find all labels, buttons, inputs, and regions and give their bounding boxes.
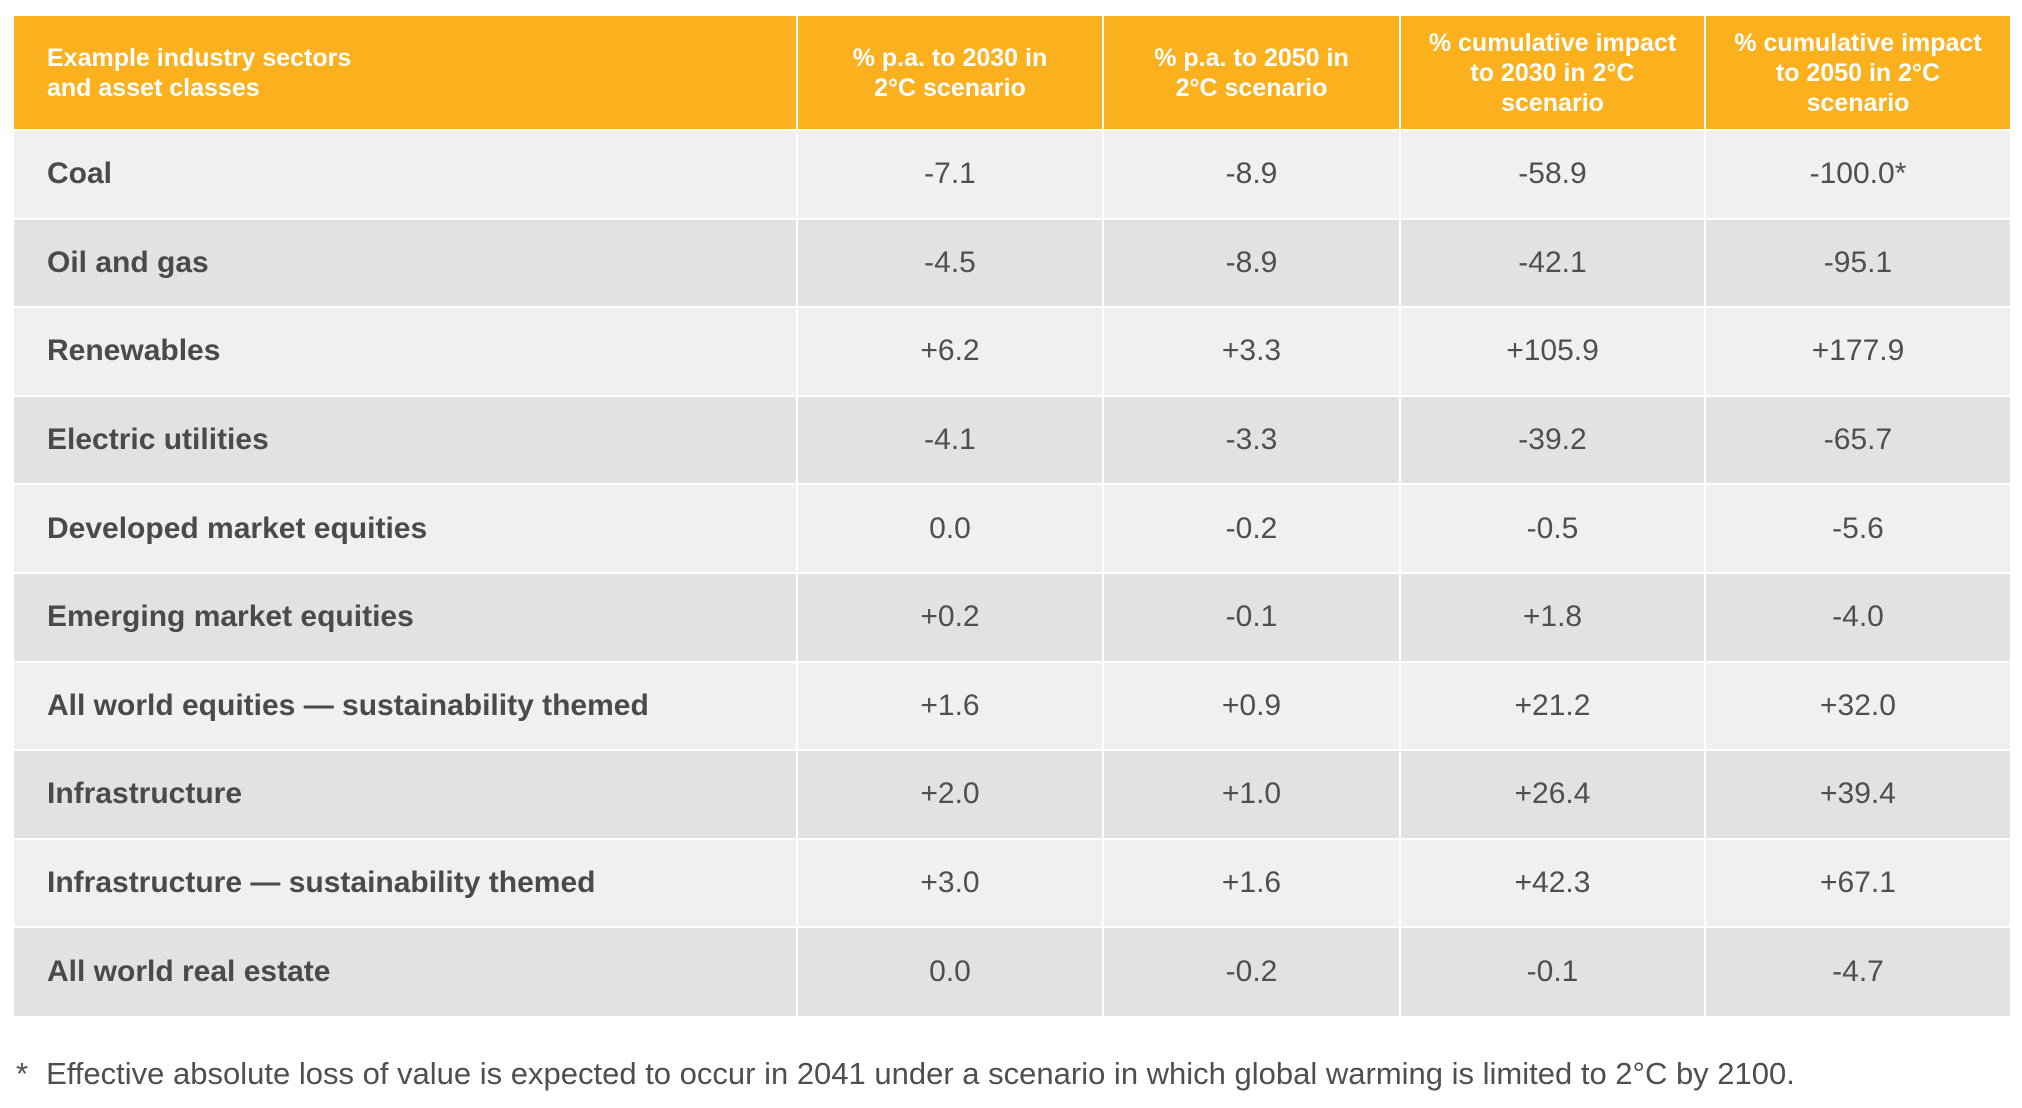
header-cumulative-2050: % cumulative impact to 2050 in 2°C scenari…: [1705, 16, 2010, 130]
header-pa-2050: % p.a. to 2050 in 2°C scenario: [1103, 16, 1401, 130]
sector-name: All world equities — sustainability them…: [14, 660, 798, 751]
header-text-line: to 2050 in 2°C: [1775, 58, 1941, 87]
header-text-line: to 2030 in 2°C: [1470, 58, 1635, 87]
header-row: Example industry sectors and asset classe…: [14, 16, 2010, 130]
header-text-line: and asset classes: [47, 73, 260, 102]
cumulative-2030-value: +1.8: [1400, 571, 1706, 662]
sector-name: Coal: [14, 129, 798, 219]
cumulative-2050-value: -95.1: [1705, 217, 2010, 308]
pa-2050-value: +3.3: [1103, 306, 1401, 396]
pa-2030-value: +6.2: [797, 306, 1104, 396]
header-text-line: scenario: [1501, 88, 1604, 117]
table-row: Coal -7.1 -8.9 -58.9 -100.0*: [14, 129, 2010, 219]
sector-name: Oil and gas: [14, 217, 798, 308]
pa-2050-value: -0.2: [1103, 483, 1401, 573]
cumulative-2030-value: +26.4: [1400, 749, 1706, 839]
header-sector: Example industry sectors and asset classe…: [14, 16, 798, 130]
pa-2050-value: +0.9: [1103, 660, 1401, 751]
sector-name: Infrastructure: [14, 749, 798, 839]
pa-2050-value: -3.3: [1103, 394, 1401, 485]
cumulative-2050-value: -5.6: [1705, 483, 2010, 573]
pa-2030-value: +3.0: [797, 837, 1104, 928]
header-text-line: 2°C scenario: [874, 73, 1026, 102]
cumulative-2030-value: -42.1: [1400, 217, 1706, 308]
pa-2050-value: -0.2: [1103, 926, 1401, 1016]
cumulative-2030-value: +105.9: [1400, 306, 1706, 396]
header-text-line: % cumulative impact: [1428, 28, 1677, 57]
cumulative-2050-value: -4.0: [1705, 571, 2010, 662]
footnote: * Effective absolute loss of value is exp…: [16, 1056, 1795, 1092]
cumulative-2030-value: -0.5: [1400, 483, 1706, 573]
header-text-line: 2°C scenario: [1175, 73, 1328, 102]
cumulative-2030-value: +21.2: [1400, 660, 1706, 751]
table-row: Developed market equities 0.0 -0.2 -0.5 -5.6: [14, 483, 2010, 573]
table-row: All world equities — sustainability them…: [14, 660, 2010, 751]
header-text-line: scenario: [1806, 88, 1910, 117]
pa-2050-value: -8.9: [1103, 217, 1401, 308]
pa-2030-value: -7.1: [797, 129, 1104, 219]
footnote-text: Effective absolute loss of value is expe…: [46, 1056, 1795, 1091]
cumulative-2050-value: +177.9: [1705, 306, 2010, 396]
sector-name: Infrastructure — sustainability themed: [14, 837, 798, 928]
header-text-line: % p.a. to 2050 in: [1154, 43, 1349, 72]
cumulative-2030-value: +42.3: [1400, 837, 1706, 928]
header-text-line: % cumulative impact: [1734, 28, 1982, 57]
footnote-marker: *: [16, 1056, 29, 1091]
cumulative-2050-value: -4.7: [1705, 926, 2010, 1016]
table-row: Oil and gas -4.5 -8.9 -42.1 -95.1: [14, 217, 2010, 308]
pa-2050-value: +1.0: [1103, 749, 1401, 839]
pa-2030-value: +2.0: [797, 749, 1104, 839]
cumulative-2050-value: +32.0: [1705, 660, 2010, 751]
pa-2030-value: 0.0: [797, 926, 1104, 1016]
table-row: Infrastructure — sustainability themed +3…: [14, 837, 2010, 928]
sector-name: All world real estate: [14, 926, 798, 1016]
cumulative-2050-value: -100.0*: [1705, 129, 2010, 219]
cumulative-2030-value: -58.9: [1400, 129, 1706, 219]
table-row: All world real estate 0.0 -0.2 -0.1 -4.7: [14, 926, 2010, 1016]
pa-2030-value: 0.0: [797, 483, 1104, 573]
header-cumulative-2030: % cumulative impact to 2030 in 2°C scenari…: [1400, 16, 1706, 130]
cumulative-2050-value: +39.4: [1705, 749, 2010, 839]
header-text-line: % p.a. to 2030 in: [852, 43, 1048, 72]
sector-name: Renewables: [14, 306, 798, 396]
pa-2050-value: -0.1: [1103, 571, 1401, 662]
pa-2050-value: +1.6: [1103, 837, 1401, 928]
table-body: Coal -7.1 -8.9 -58.9 -100.0* Oil and gas -4.5-…: [14, 129, 2010, 1016]
sector-name: Developed market equities: [14, 483, 798, 573]
pa-2030-value: -4.1: [797, 394, 1104, 485]
table-row: Electric utilities -4.1 -3.3 -39.2 -65.7: [14, 394, 2010, 485]
data-table-container: Example industry sectors and asset classe…: [14, 16, 2010, 1016]
pa-2050-value: -8.9: [1103, 129, 1401, 219]
cumulative-2050-value: -65.7: [1705, 394, 2010, 485]
header-pa-2030: % p.a. to 2030 in 2°C scenario: [797, 16, 1104, 130]
sector-name: Emerging market equities: [14, 571, 798, 662]
sector-impact-table: Example industry sectors and asset classe…: [14, 16, 2010, 1016]
cumulative-2050-value: +67.1: [1705, 837, 2010, 928]
pa-2030-value: +0.2: [797, 571, 1104, 662]
table-row: Emerging market equities +0.2 -0.1 +1.8 -4.0: [14, 571, 2010, 662]
pa-2030-value: +1.6: [797, 660, 1104, 751]
pa-2030-value: -4.5: [797, 217, 1104, 308]
table-row: Renewables +6.2 +3.3 +105.9 +177.9: [14, 306, 2010, 396]
header-text-line: Example industry sectors: [47, 43, 352, 72]
cumulative-2030-value: -0.1: [1400, 926, 1706, 1016]
sector-name: Electric utilities: [14, 394, 798, 485]
cumulative-2030-value: -39.2: [1400, 394, 1706, 485]
table-row: Infrastructure +2.0 +1.0 +26.4 +39.4: [14, 749, 2010, 839]
table-header: Example industry sectors and asset classe…: [14, 16, 2010, 130]
